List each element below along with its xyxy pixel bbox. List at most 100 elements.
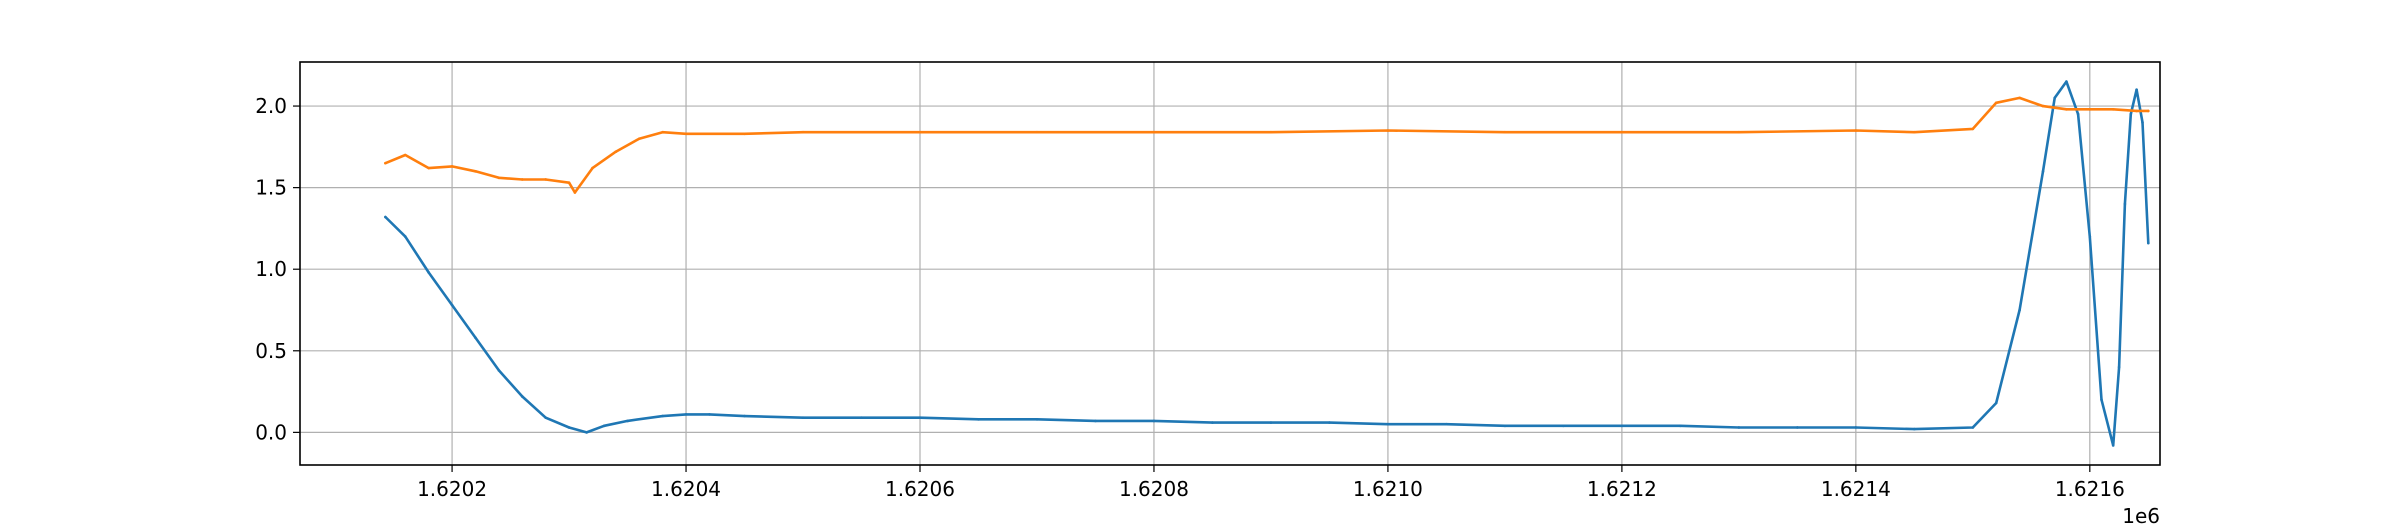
x-tick-label: 1.6202 xyxy=(417,477,487,501)
series-1-point xyxy=(1503,424,1507,428)
series-1-point xyxy=(1620,424,1624,428)
x-tick-label: 1.6204 xyxy=(651,477,721,501)
series-2-point xyxy=(427,166,430,170)
series-1-point xyxy=(2018,308,2021,312)
series-2-point xyxy=(497,176,501,180)
series-1-point xyxy=(2135,88,2138,92)
series-1-point xyxy=(626,419,629,423)
series-1-point xyxy=(661,414,664,418)
series-1-point xyxy=(2123,202,2127,206)
series-2-point xyxy=(520,178,524,181)
series-2-point xyxy=(743,132,746,136)
series-2-point xyxy=(1971,127,1975,131)
series-1-point xyxy=(520,395,524,398)
series-2-point xyxy=(2088,108,2092,111)
y-tick-label: 2.0 xyxy=(255,94,287,118)
series-1-point xyxy=(2076,112,2080,116)
series-1-point xyxy=(2053,96,2057,100)
series-2-point xyxy=(1035,130,1039,134)
series-2-point xyxy=(614,150,618,154)
series-1-point xyxy=(801,416,805,419)
series-2-point xyxy=(1854,129,1858,132)
series-1-point xyxy=(860,416,863,419)
series-1-point xyxy=(1994,401,1998,405)
series-line-1 xyxy=(384,80,2150,447)
series-group xyxy=(384,80,2150,447)
series-2-point xyxy=(591,166,594,170)
series-1-point xyxy=(684,413,688,416)
series-1-point xyxy=(1211,421,1214,424)
series-2-point xyxy=(1913,130,1916,134)
series-1-point xyxy=(1445,422,1448,426)
series-1-point xyxy=(1679,424,1682,428)
series-2-point xyxy=(1152,130,1156,134)
series-2-point xyxy=(1994,101,1998,105)
series-2-point xyxy=(918,130,922,134)
series-2-point xyxy=(567,181,571,185)
series-2-point xyxy=(2111,108,2115,111)
series-2-point xyxy=(2065,108,2068,111)
series-1-point xyxy=(567,426,571,429)
series-1-point xyxy=(497,369,501,372)
x-tick-label: 1.6214 xyxy=(1821,477,1891,501)
series-1-point xyxy=(1328,421,1331,424)
series-1-point xyxy=(403,235,407,238)
x-tick-label: 1.6206 xyxy=(885,477,955,501)
series-1-point xyxy=(2100,398,2103,402)
x-axis-offset-label: 1e6 xyxy=(2122,504,2160,525)
series-1-point xyxy=(427,271,430,274)
x-tick-label: 1.6208 xyxy=(1119,477,1189,501)
series-1-point xyxy=(1094,419,1097,423)
series-2-point xyxy=(1269,130,1273,134)
series-2-point xyxy=(474,170,477,173)
series-2-point xyxy=(403,153,407,157)
series-1-point xyxy=(1035,418,1039,421)
series-1-point xyxy=(585,431,588,434)
series-1-point xyxy=(1796,426,1799,429)
series-2-point xyxy=(1503,130,1507,134)
series-2-point xyxy=(2135,109,2138,113)
grid xyxy=(300,62,2160,465)
series-1-point xyxy=(743,414,746,418)
series-1-point xyxy=(602,424,606,428)
series-1-point xyxy=(918,416,922,419)
series-2-point xyxy=(801,130,805,134)
series-2-point xyxy=(637,137,641,140)
plot-frame xyxy=(299,61,2161,466)
series-1-point xyxy=(2111,444,2115,447)
y-tick-label: 1.5 xyxy=(255,176,287,200)
series-2-point xyxy=(450,165,454,168)
series-1-point xyxy=(1854,426,1858,429)
series-2-point xyxy=(661,130,664,134)
series-2-point xyxy=(544,178,547,181)
series-1-point xyxy=(384,215,387,219)
series-1-point xyxy=(977,418,980,421)
series-1-point xyxy=(1152,419,1156,423)
series-1-point xyxy=(1737,426,1741,429)
series-1-point xyxy=(1386,422,1390,426)
series-1-point xyxy=(2129,112,2133,116)
series-1-point xyxy=(2141,121,2144,124)
y-tick-label: 0.5 xyxy=(255,339,287,363)
series-2-point xyxy=(384,161,387,165)
series-1-point xyxy=(2088,235,2092,238)
series-1-point xyxy=(1913,427,1916,431)
series-2-point xyxy=(1620,130,1624,134)
series-2-point xyxy=(573,191,577,194)
series-1-point xyxy=(450,303,454,307)
series-1-point xyxy=(1269,421,1273,424)
series-2-point xyxy=(2018,96,2021,100)
series-1-point xyxy=(544,416,547,419)
series-1-point xyxy=(2117,365,2121,369)
series-line-2 xyxy=(384,96,2150,194)
series-1-point xyxy=(2041,170,2045,173)
series-1-point xyxy=(474,336,477,340)
series-1-point xyxy=(708,413,711,416)
y-tick-label: 1.0 xyxy=(255,257,287,281)
series-1-point xyxy=(2147,241,2150,245)
y-tick-label: 0.0 xyxy=(255,420,287,444)
series-2-point xyxy=(684,132,688,136)
series-2-point xyxy=(2041,104,2045,108)
x-tick-label: 1.6216 xyxy=(2055,477,2125,501)
